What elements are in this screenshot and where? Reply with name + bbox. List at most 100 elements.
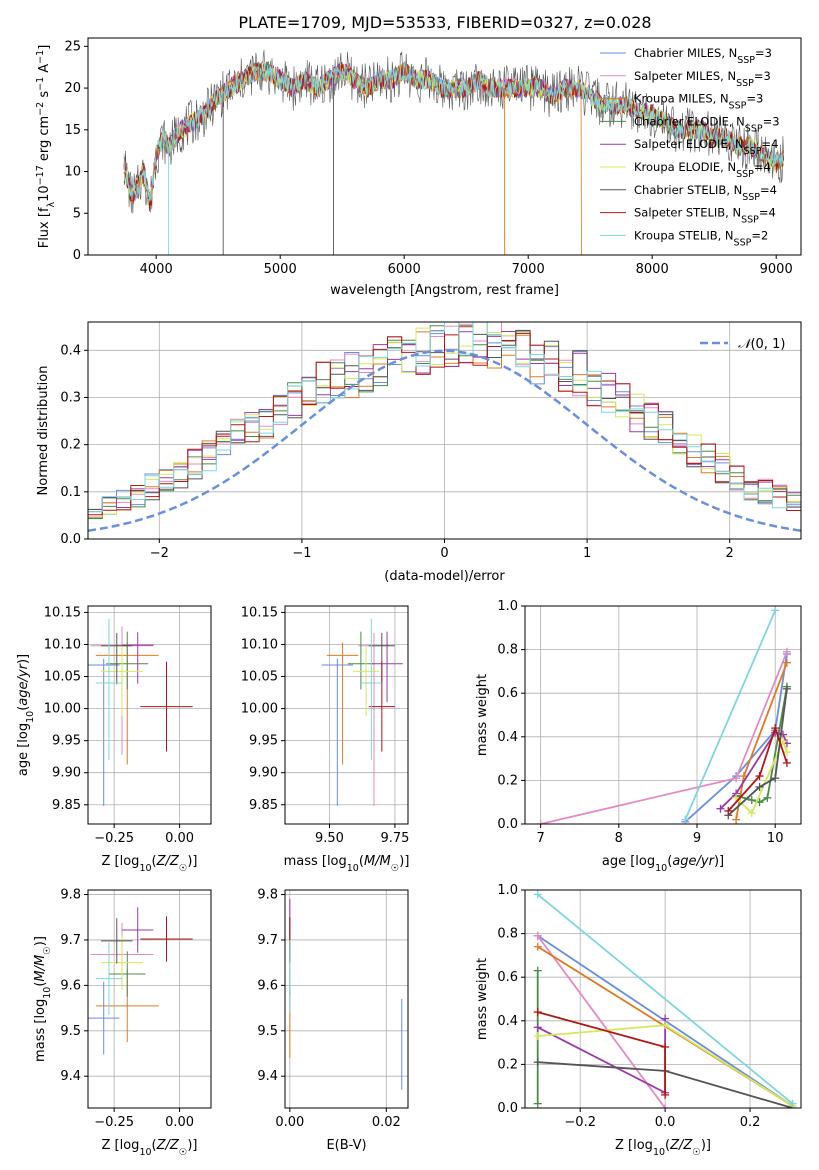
x-axis-label: Z [log10(Z/Z☉)] [102, 854, 198, 874]
y-tick-label: 10.10 [241, 637, 278, 652]
x-axis-label: wavelength [Angstrom, rest frame] [330, 283, 559, 298]
y-tick-label: 9.6 [60, 978, 81, 993]
y-tick-label: 0.8 [497, 643, 518, 658]
y-tick-label: 9.4 [60, 1069, 81, 1084]
plot-frame [87, 889, 212, 1109]
y-tick-label: 25 [64, 39, 81, 54]
x-tick-label: 8000 [636, 262, 669, 277]
y-tick-label: 9.6 [257, 978, 278, 993]
y-tick-label: 9.95 [52, 734, 81, 749]
y-tick-label: 9.95 [249, 734, 278, 749]
x-tick-label: −0.2 [564, 1115, 596, 1130]
y-tick-label: 0.4 [497, 730, 518, 745]
weight-line [540, 651, 788, 824]
weight-lines [533, 890, 797, 1108]
y-tick-label: 0.0 [497, 817, 518, 832]
y-tick-label: 9.90 [249, 766, 278, 781]
age_vs_Z-chart: −0.25 0.00 9.85 9.90 9.95 10.00 10.05 10.10 10.1… [16, 605, 212, 874]
y-tick-label: 10 [64, 165, 81, 180]
residuals-chart: −2 −1 0 1 2 0.0 0.1 0.2 0.3 0.4 𝒩(0, 1) (data-model… [36, 321, 802, 584]
y-tick-label: 9.5 [60, 1024, 81, 1039]
spectrum-line [123, 61, 784, 201]
y-tick-label: 0.4 [497, 1014, 518, 1029]
y-tick-label: 0.2 [497, 773, 518, 788]
plot-frame [87, 321, 802, 540]
error-bars [289, 899, 403, 1090]
plot-frame [524, 889, 802, 1109]
legend-label: Salpeter STELIB, NSSP=4 [634, 206, 776, 226]
x-axis-label: (data-model)/error [384, 569, 505, 584]
x-axis-label: mass [log10(M/M☉)] [284, 854, 410, 874]
y-axis-label: Flux [fλ10−17 erg cm−2 s−1 A−1] [35, 45, 57, 249]
legend-label: 𝒩(0, 1) [738, 337, 785, 352]
plot-frame [87, 605, 212, 825]
y-axis-label: mass weight [475, 958, 490, 1040]
x-tick-label: 0.0 [655, 1115, 676, 1130]
plot-frame [284, 605, 409, 825]
x-tick-label: 9.50 [315, 831, 344, 846]
x-tick-label: 9.75 [380, 831, 409, 846]
x-tick-label: 9 [693, 831, 701, 846]
y-axis-label: age [log10(age/yr)] [16, 654, 36, 776]
gaussian-curve [88, 349, 801, 532]
error-bars [321, 618, 403, 807]
y-tick-label: 20 [64, 81, 81, 96]
x-tick-label: 7000 [512, 262, 545, 277]
x-tick-label: 0.00 [165, 1115, 194, 1130]
y-tick-label: 10.15 [44, 605, 81, 620]
x-tick-label: −2 [150, 546, 169, 561]
y-tick-label: 0.6 [497, 970, 518, 985]
y-tick-label: 5 [73, 206, 81, 221]
y-tick-label: 0.0 [60, 532, 81, 547]
plot-frame [284, 889, 409, 1109]
legend-label: Chabrier ELODIE, NSSP=3 [634, 114, 780, 133]
y-tick-label: 9.90 [52, 766, 81, 781]
x-tick-label: 5000 [264, 262, 297, 277]
x-tick-label: −0.25 [94, 1115, 134, 1130]
y-tick-label: 9.85 [52, 798, 81, 813]
y-tick-label: 0.2 [60, 438, 81, 453]
error-bars [88, 618, 193, 807]
spectrum-lines [123, 49, 784, 255]
x-tick-label: 0.2 [740, 1115, 761, 1130]
weight-line [727, 688, 788, 816]
histogram-step [88, 330, 801, 523]
y-tick-label: 9.8 [257, 888, 278, 903]
legend-label: Kroupa MILES, NSSP=3 [634, 92, 763, 112]
legend-label: Salpeter ELODIE, NSSP=4 [634, 137, 778, 157]
weight-line [536, 935, 666, 1108]
error-bars [88, 907, 193, 1055]
x-tick-label: 2 [726, 546, 734, 561]
plot-frame [524, 605, 802, 825]
histogram-step [88, 326, 801, 519]
histogram-step [88, 322, 801, 516]
y-tick-label: 0.8 [497, 927, 518, 942]
x-tick-label: 0.00 [165, 831, 194, 846]
y-tick-label: 9.5 [257, 1024, 278, 1039]
y-axis-label: Normed distribution [36, 366, 51, 496]
legend-label: Chabrier STELIB, NSSP=4 [634, 183, 777, 203]
weight-line [684, 653, 788, 823]
y-tick-label: 0.2 [497, 1057, 518, 1072]
weight-lines [536, 606, 791, 824]
x-tick-label: 9000 [760, 262, 793, 277]
weight_vs_Z-chart: −0.2 0.0 0.2 0.0 0.2 0.4 0.6 0.8 1.0 mass weight Z… [475, 883, 802, 1158]
y-tick-label: 0.3 [60, 390, 81, 405]
y-tick-label: 9.8 [60, 888, 81, 903]
weight_vs_age-chart: 7 8 9 10 0.0 0.2 0.4 0.6 0.8 1.0 mass weight age [l… [475, 599, 802, 874]
x-tick-label: −1 [292, 546, 311, 561]
x-tick-label: 8 [615, 831, 623, 846]
y-tick-label: 1.0 [497, 599, 518, 614]
y-tick-label: 0 [73, 248, 81, 263]
legend-label: Kroupa STELIB, NSSP=2 [634, 228, 768, 248]
x-tick-label: 1 [583, 546, 591, 561]
x-tick-label: −0.25 [94, 831, 134, 846]
x-tick-label: 6000 [388, 262, 421, 277]
age_vs_mass-chart: 9.50 9.75 9.85 9.90 9.95 10.00 10.05 10.10 10.15… [241, 605, 410, 873]
y-tick-label: 0.0 [497, 1101, 518, 1116]
figure-title: PLATE=1709, MJD=53533, FIBERID=0327, z=0… [238, 13, 651, 32]
y-tick-label: 0.1 [60, 485, 81, 500]
y-axis-label: mass weight [475, 674, 490, 756]
y-tick-label: 10.10 [44, 637, 81, 652]
weight-line [537, 893, 794, 1105]
